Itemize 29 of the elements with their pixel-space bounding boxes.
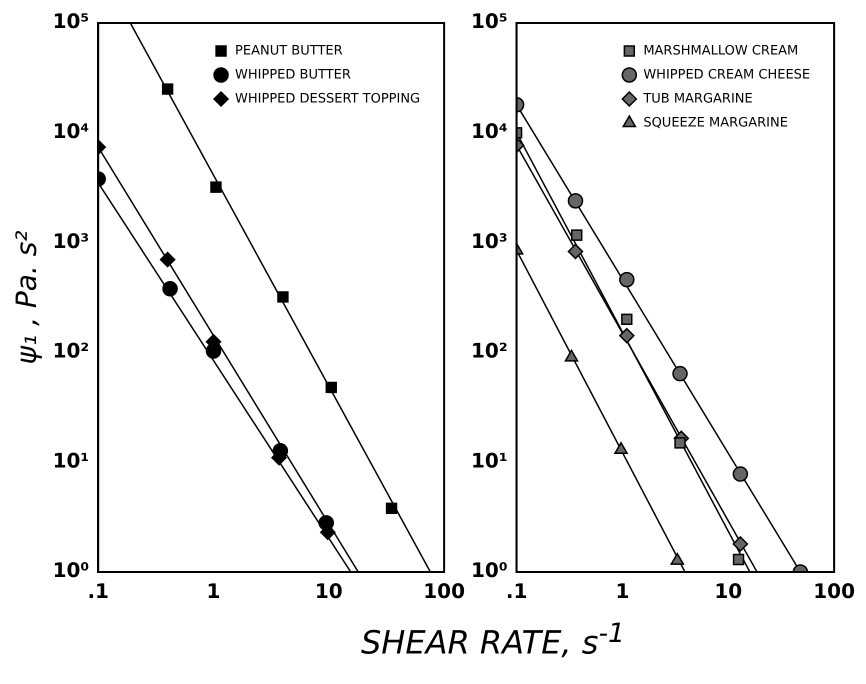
legend-label: PEANUT BUTTER [235,43,343,58]
legend-label: MARSHMALLOW CREAM [643,43,798,58]
y-tick-label: 10⁴ [471,119,508,144]
legend-label: TUB MARGARINE [642,91,753,106]
y-tick-label: 10² [52,338,90,363]
y-tick-label: 10⁵ [471,9,508,34]
y-tick-label: 10³ [52,228,90,253]
x-tick-label: 100 [423,579,465,604]
x-tick-label: 1 [615,579,630,604]
y-tick-label: 10¹ [471,448,508,472]
x-axis-title: SHEAR RATE, s$^{-1}$ [360,618,626,662]
legend-label: WHIPPED DESSERT TOPPING [235,91,420,106]
x-tick-label: 1 [206,579,220,604]
x-tick-label: 10 [314,579,343,604]
y-tick-label: 10⁴ [52,119,90,144]
y-tick-label: 10² [471,338,508,363]
x-tick-label: .1 [506,579,528,604]
y-tick-label: 10⁰ [52,558,90,582]
legend-label: WHIPPED CREAM CHEESE [643,67,810,82]
y-tick-label: 10⁰ [471,558,508,582]
y-tick-label: 10¹ [52,448,90,472]
x-tick-label: .1 [87,579,109,604]
legend-label: WHIPPED BUTTER [235,67,351,82]
x-tick-label: 10 [714,579,742,604]
y-axis-title: ψ₁ , Pa. s² [10,230,44,365]
y-tick-label: 10³ [471,228,508,253]
x-tick-label: 100 [813,579,855,604]
y-tick-label: 10⁵ [52,9,90,34]
legend-label: SQUEEZE MARGARINE [643,115,788,130]
